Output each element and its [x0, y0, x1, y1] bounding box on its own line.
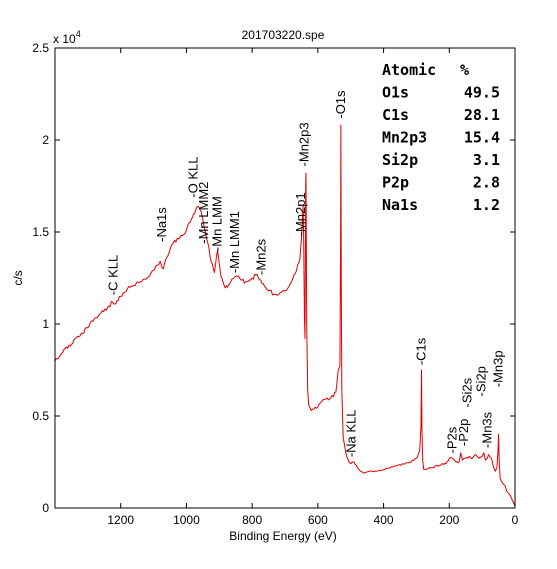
y-axis-label: c/s: [11, 270, 25, 285]
peak-label: -Na1s: [154, 207, 169, 242]
peak-label: -Mn3s: [479, 411, 494, 448]
x-tick-label: 1200: [107, 513, 134, 527]
plot-frame: [54, 47, 516, 509]
table-row-name: P2p: [382, 174, 409, 192]
plot-area: [55, 124, 515, 507]
table-row-value: 3.1: [473, 151, 500, 169]
peak-label: -Si2p: [473, 366, 488, 396]
chart-title: 201703220.spe: [242, 28, 325, 42]
peak-label: -Mn LMM1: [227, 211, 242, 273]
x-tick-label: 0: [512, 513, 519, 527]
x-tick-label: 400: [374, 513, 394, 527]
peak-label: -Mn LMM: [210, 196, 225, 251]
table-row-value: 1.2: [473, 196, 500, 214]
peak-label: -Si2s: [459, 377, 474, 407]
peak-label: -Mn3p: [491, 350, 506, 387]
table-row-value: 28.1: [464, 106, 500, 124]
peak-label: -Na KLL: [344, 409, 359, 457]
y-tick-label: 1.5: [32, 225, 49, 239]
table-row-name: O1s: [382, 84, 409, 102]
series-layer: [55, 124, 515, 507]
table-row-value: 49.5: [464, 84, 500, 102]
y-tick-label: 0.5: [32, 409, 49, 423]
peak-label: -P2s: [445, 426, 460, 453]
y-exponent-base: x 10: [53, 32, 76, 46]
y-tick-label: 1: [42, 317, 49, 331]
table-row-name: Na1s: [382, 196, 418, 214]
peak-label: -O1s: [333, 90, 348, 119]
x-axis-ticks: 1200 1000 800 600 400 200 0: [107, 48, 519, 527]
y-tick-label: 0: [42, 501, 49, 515]
peak-label: -Mn LMM2: [196, 182, 211, 244]
x-tick-label: 800: [242, 513, 262, 527]
table-row-value: 15.4: [464, 129, 500, 147]
peak-label: -Mn2p3: [297, 122, 312, 166]
table-row-name: C1s: [382, 106, 409, 124]
peak-label: -C1s: [414, 337, 429, 365]
y-tick-label: 2: [42, 133, 49, 147]
peak-label: -O KLL: [186, 157, 201, 198]
x-tick-label: 1000: [173, 513, 200, 527]
y-exponent-label: x 104: [53, 29, 81, 46]
peak-annotations: -C KLL -Na1s -O KLL-Mn LMM2-Mn LMM -Mn LMM1…: [105, 90, 505, 457]
peak-label: -P2p: [456, 419, 471, 446]
y-exponent-power: 4: [76, 29, 81, 39]
table-row-name: Si2p: [382, 151, 418, 169]
x-axis-label: Binding Energy (eV): [229, 529, 336, 543]
x-tick-label: 600: [308, 513, 328, 527]
table-header-name: Atomic: [382, 61, 436, 79]
table-row-value: 2.8: [473, 174, 500, 192]
atomic-percent-table: Atomic % O1s 49.5 C1s 28.1 Mn2p3 15.4 Si2p 3.1 P2p…: [382, 61, 500, 214]
peak-label: -Mn2s: [253, 238, 268, 275]
peak-label: -C KLL: [105, 255, 120, 295]
y-axis-ticks: 0 0.5 1 1.5 2 2.5: [32, 41, 515, 515]
x-tick-label: 200: [439, 513, 459, 527]
y-tick-label: 2.5: [32, 41, 49, 55]
table-row-name: Mn2p3: [382, 129, 427, 147]
spectrum-line: [55, 124, 515, 507]
peak-label: -Mn2p1: [293, 192, 308, 236]
table-header-unit: %: [460, 61, 469, 79]
